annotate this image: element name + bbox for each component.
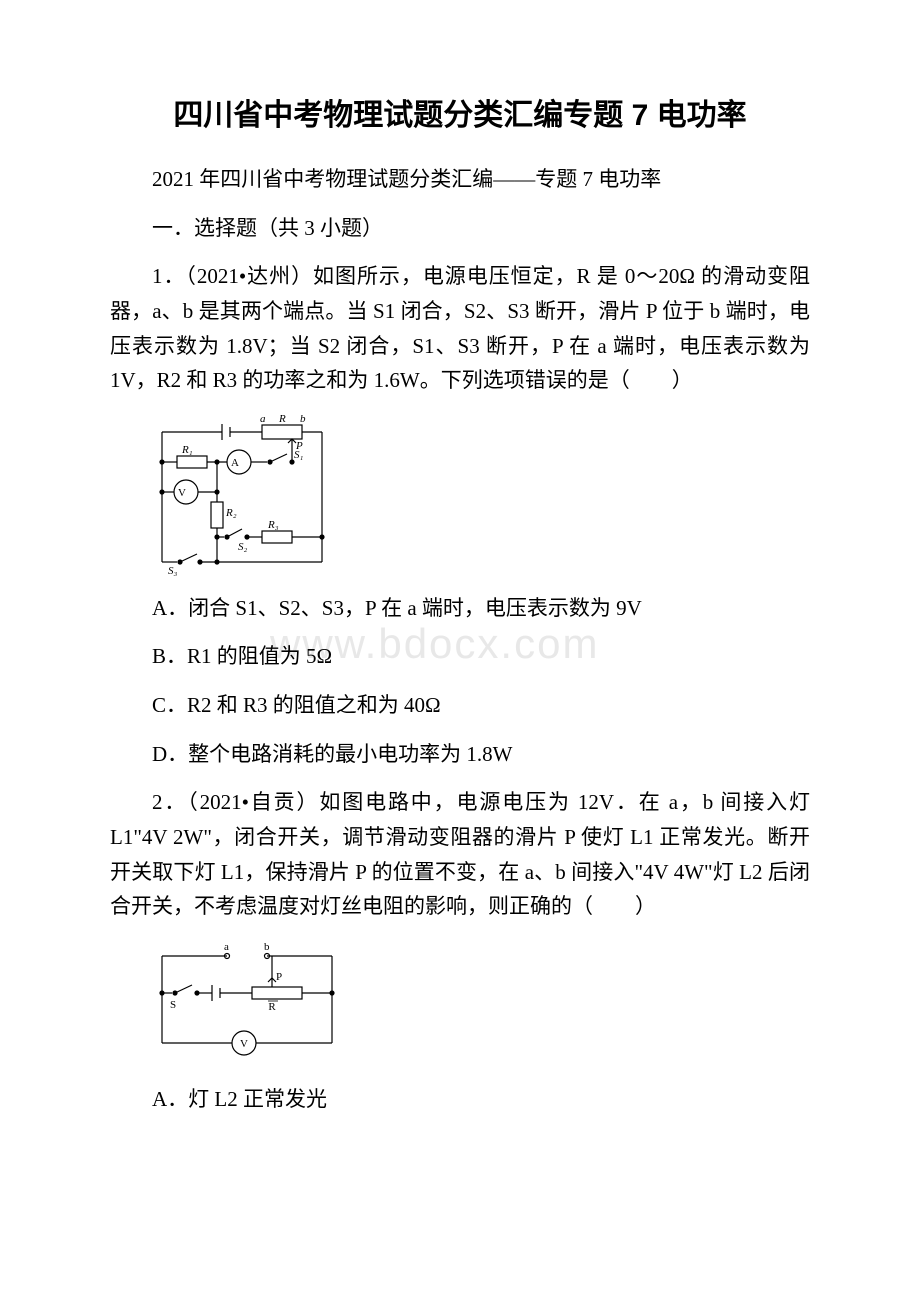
label-S3: S₃	[168, 565, 178, 577]
label-a: a	[260, 413, 266, 425]
label-V: V	[178, 487, 186, 499]
label-a2: a	[224, 941, 229, 953]
label-b2: b	[264, 941, 270, 953]
label-P2: P	[276, 971, 282, 983]
label-R: R	[278, 413, 286, 425]
q1-stem: 1．（2021•达州）如图所示，电源电压恒定，R 是 0～20Ω 的滑动变阻器，…	[110, 259, 810, 398]
q1-optC: C．R2 和 R3 的阻值之和为 40Ω	[110, 688, 810, 723]
section-heading: 一．选择题（共 3 小题）	[110, 211, 810, 246]
label-A: A	[231, 457, 239, 469]
label-R2: R₂	[225, 507, 237, 519]
q2-optA: A．灯 L2 正常发光	[110, 1082, 810, 1117]
q1-optB: B．R1 的阻值为 5Ω	[110, 639, 810, 674]
q1-optD: D．整个电路消耗的最小电功率为 1.8W	[110, 737, 810, 772]
label-R3: R₃	[267, 519, 279, 531]
q1-optA: A．闭合 S1、S2、S3，P 在 a 端时，电压表示数为 9V	[110, 591, 810, 626]
q2-stem: 2．（2021•自贡）如图电路中，电源电压为 12V．在 a，b 间接入灯L1"…	[110, 785, 810, 924]
q1-circuit-diagram: a R b P R₁ A S₁ V R₂ S₂ R₃ S₃	[142, 412, 810, 577]
q2-circuit-diagram: a b S P R V	[142, 938, 810, 1068]
label-b: b	[300, 413, 306, 425]
label-S1: S₁	[294, 449, 304, 461]
label-S: S	[170, 999, 176, 1011]
label-V2: V	[240, 1038, 248, 1050]
subtitle: 2021 年四川省中考物理试题分类汇编——专题 7 电功率	[110, 162, 810, 197]
label-R1: R₁	[181, 444, 193, 456]
label-S2: S₂	[238, 541, 248, 553]
page-title: 四川省中考物理试题分类汇编专题 7 电功率	[110, 90, 810, 134]
label-Rbox: R	[268, 1001, 276, 1013]
